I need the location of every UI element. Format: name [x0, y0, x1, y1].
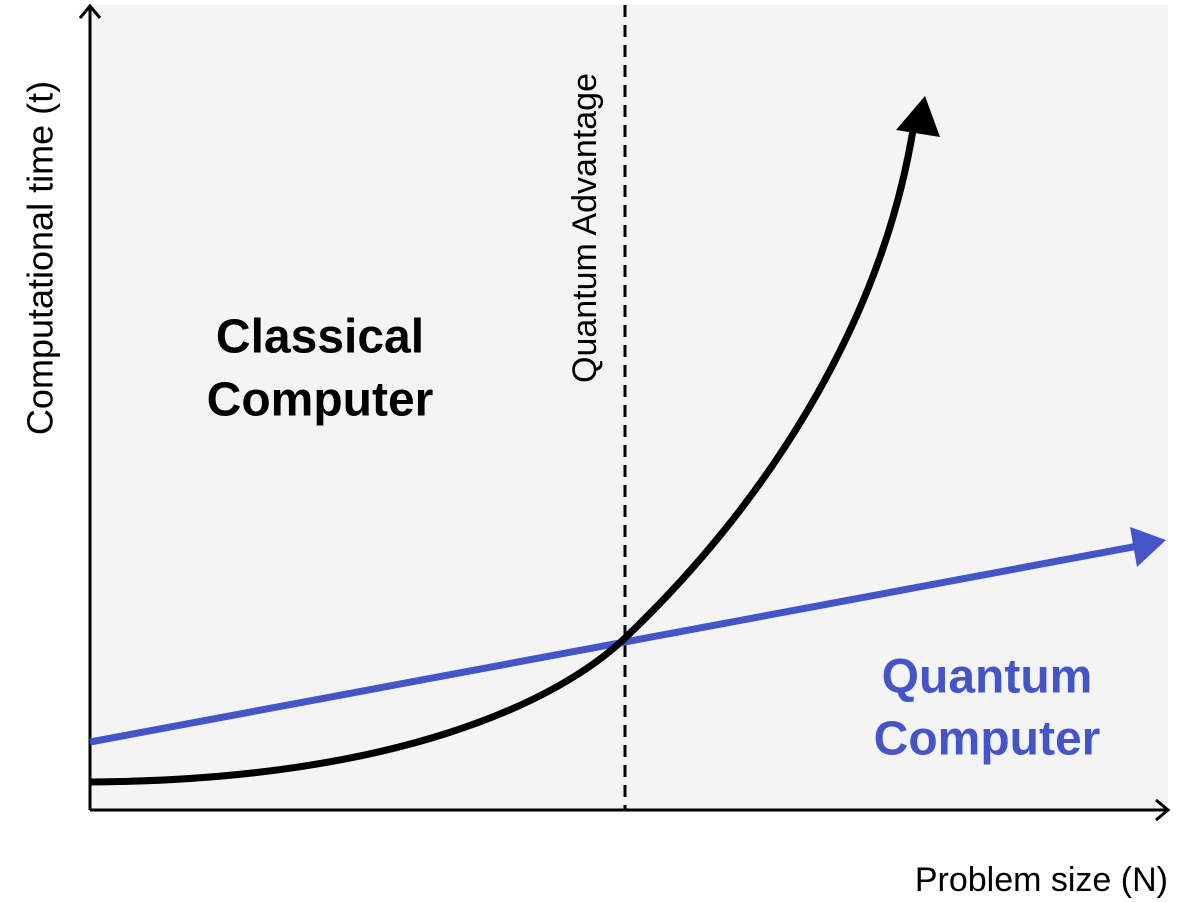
quantum-arrow [1130, 527, 1166, 567]
classical-arrow [896, 96, 940, 137]
quantum-label: Quantum [882, 651, 1093, 704]
classical-label: Computer [207, 374, 434, 427]
y-axis-label: Computational time (t) [20, 81, 61, 435]
classical-curve [89, 129, 917, 786]
x-axis-arrow [1155, 798, 1171, 822]
x-axis-label: Problem size (N) [915, 861, 1168, 899]
quantum-label: Computer [874, 713, 1101, 766]
classical-label: Classical [216, 311, 424, 364]
plot-area [90, 5, 1168, 810]
advantage-label: Quantum Advantage [566, 73, 604, 383]
y-axis-arrow [78, 3, 102, 19]
